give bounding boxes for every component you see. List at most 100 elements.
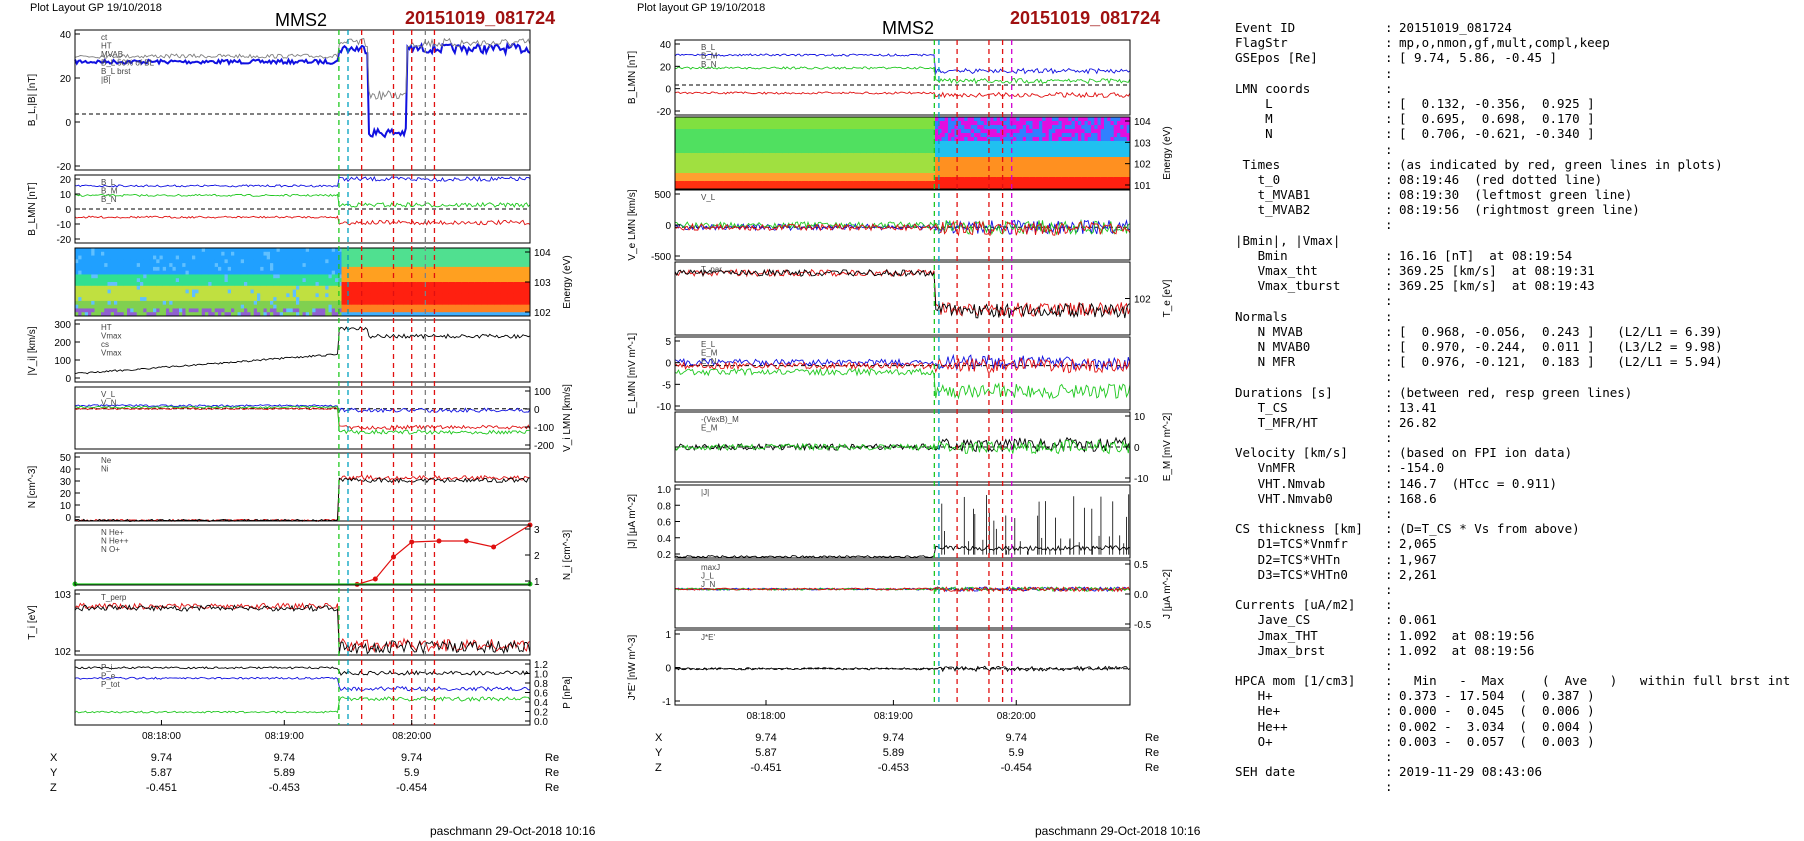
spectrogram-cell bbox=[185, 248, 190, 253]
spectrogram-cell bbox=[341, 304, 346, 309]
spectrogram-cell bbox=[185, 274, 190, 279]
spectrogram-cell bbox=[697, 145, 702, 150]
spectrogram-cell bbox=[1009, 181, 1014, 186]
spectrogram-cell bbox=[130, 274, 134, 279]
spectrogram-cell bbox=[166, 266, 170, 272]
spectrogram-cell bbox=[928, 141, 933, 146]
spectrogram-cell bbox=[292, 285, 297, 291]
spectrogram-cell bbox=[983, 181, 988, 186]
spectrogram-cell bbox=[192, 248, 196, 253]
spectrogram-cell bbox=[296, 251, 300, 257]
spectrogram-cell bbox=[720, 169, 725, 174]
spectrogram-cell bbox=[1026, 169, 1030, 174]
spectrogram-cell bbox=[211, 278, 216, 283]
spectrogram-cell bbox=[766, 173, 770, 178]
spectrogram-cell bbox=[406, 297, 411, 302]
spectrogram-cell bbox=[387, 263, 391, 268]
spectrogram-cell bbox=[756, 117, 760, 122]
spectrogram-cell bbox=[691, 161, 695, 166]
spectrogram-cell bbox=[1068, 185, 1072, 190]
spectrogram-cell bbox=[296, 304, 300, 309]
spectrogram-cell bbox=[1071, 145, 1076, 150]
spectrogram-cell bbox=[292, 270, 297, 275]
panel-frame bbox=[74, 319, 531, 383]
spectrogram-cell bbox=[798, 117, 803, 122]
spectrogram-cell bbox=[863, 169, 868, 174]
spectrogram-cell bbox=[439, 278, 443, 283]
spectrogram-cell bbox=[1026, 157, 1030, 162]
spectrogram-cell bbox=[123, 255, 128, 260]
spectrogram-cell bbox=[970, 173, 975, 178]
spectrogram-cell bbox=[286, 266, 290, 272]
spectrogram-cell bbox=[941, 149, 946, 154]
spectrogram-cell bbox=[918, 169, 923, 174]
spectrogram-cell bbox=[889, 125, 894, 130]
spectrogram-cell bbox=[827, 141, 832, 146]
spectrogram-cell bbox=[779, 169, 783, 174]
spectrogram-cell bbox=[97, 263, 102, 268]
spectrogram-cell bbox=[723, 149, 728, 154]
spectrogram-cell bbox=[91, 259, 95, 264]
spectrogram-cell bbox=[292, 259, 297, 264]
spectrogram-cell bbox=[1058, 149, 1063, 154]
spectrogram-cell bbox=[153, 270, 157, 275]
spectrogram-cell bbox=[435, 274, 440, 279]
spectrogram-cell bbox=[844, 185, 848, 190]
spectrogram-cell bbox=[250, 266, 255, 272]
spectrogram-cell bbox=[1032, 149, 1037, 154]
spectrogram-cell bbox=[805, 161, 809, 166]
spectrogram-cell bbox=[899, 121, 903, 126]
spectrogram-cell bbox=[156, 289, 160, 294]
spectrogram-cell bbox=[413, 312, 417, 317]
spectrogram-cell bbox=[850, 185, 855, 190]
spectrogram-cell bbox=[697, 173, 702, 178]
spectrogram-cell bbox=[351, 255, 355, 260]
spectrogram-cell bbox=[775, 137, 780, 142]
spectrogram-cell bbox=[364, 270, 368, 275]
spectrogram-cell bbox=[520, 289, 524, 294]
spectrogram-cell bbox=[1009, 117, 1014, 122]
spectrogram-cell bbox=[990, 137, 994, 142]
spectrogram-cell bbox=[452, 278, 456, 283]
spectrogram-cell bbox=[361, 289, 365, 294]
spectrogram-cell bbox=[899, 173, 903, 178]
spectrogram-cell bbox=[928, 173, 933, 178]
spectrogram-cell bbox=[140, 285, 144, 291]
spectrogram-cell bbox=[247, 304, 251, 309]
spectrogram-cell bbox=[954, 177, 959, 182]
spectrogram-cell bbox=[237, 297, 242, 302]
spectrogram-cell bbox=[270, 308, 274, 313]
spectrogram-cell bbox=[788, 141, 793, 146]
y-axis-label: |V_i| [km/s] bbox=[27, 326, 38, 375]
spectrogram-cell bbox=[403, 312, 407, 317]
spectrogram-cell bbox=[403, 263, 407, 268]
spectrogram-cell bbox=[335, 300, 339, 306]
spectrogram-cell bbox=[1009, 125, 1014, 130]
spectrogram-cell bbox=[1006, 133, 1011, 138]
spectrogram-cell bbox=[886, 149, 890, 154]
spectrogram-cell bbox=[779, 185, 783, 190]
spectrogram-cell bbox=[84, 255, 89, 260]
spectrogram-cell bbox=[977, 169, 981, 174]
spectrogram-cell bbox=[172, 255, 177, 260]
legend-entry: HT bbox=[101, 323, 112, 332]
spectrogram-cell bbox=[1022, 137, 1027, 142]
spectrogram-cell bbox=[81, 304, 86, 309]
spectrogram-cell bbox=[814, 157, 819, 162]
spectrogram-cell bbox=[406, 282, 411, 287]
spectrogram-cell bbox=[331, 255, 336, 260]
spectrogram-cell bbox=[1074, 121, 1079, 126]
y-tick-label: 10 bbox=[60, 501, 72, 512]
spectrogram-cell bbox=[782, 169, 786, 174]
spectrogram-cell bbox=[1019, 137, 1024, 142]
spectrogram-cell bbox=[377, 255, 381, 260]
spectrogram-cell bbox=[247, 289, 251, 294]
spectrogram-cell bbox=[691, 145, 695, 150]
spectrogram-cell bbox=[429, 300, 433, 306]
spectrogram-cell bbox=[263, 285, 268, 291]
spectrogram-cell bbox=[948, 117, 952, 122]
spectrogram-cell bbox=[260, 312, 264, 317]
spectrogram-cell bbox=[909, 141, 913, 146]
spectrogram-cell bbox=[993, 117, 998, 122]
spectrogram-cell bbox=[484, 251, 489, 257]
